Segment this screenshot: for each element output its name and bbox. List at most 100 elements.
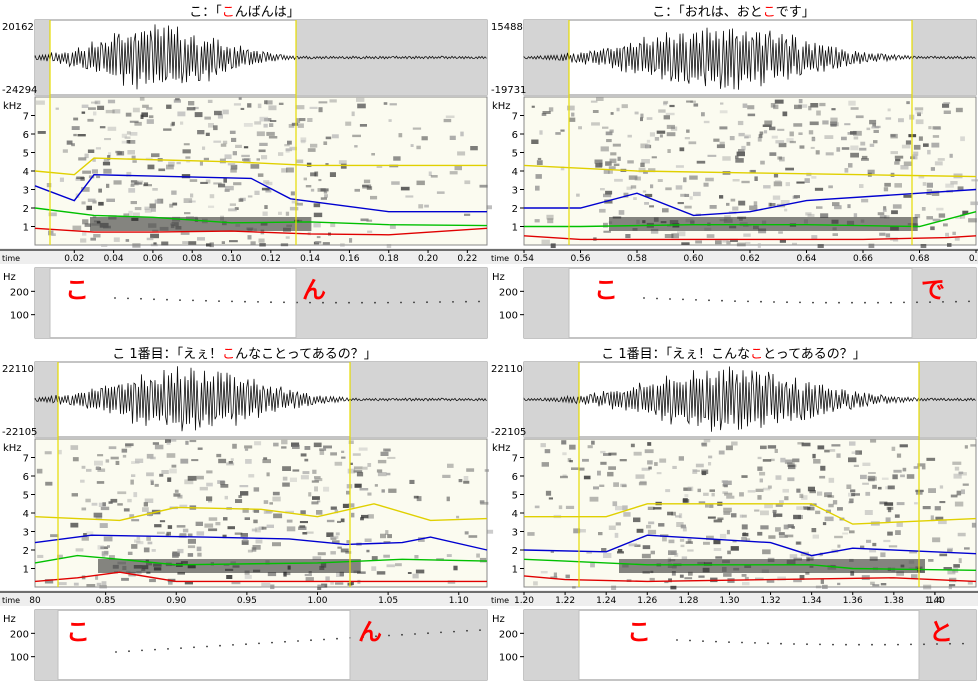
waveform	[34, 366, 487, 432]
spectrogram-cell	[811, 176, 817, 179]
spectrogram-cell	[533, 581, 538, 586]
spectrogram-cell	[750, 169, 756, 174]
spectrogram-cell	[527, 532, 535, 536]
spectrogram-cell	[683, 177, 687, 183]
panel-title-part: こ	[750, 347, 763, 362]
spectrogram-cell	[801, 442, 811, 447]
spectrogram-cell	[314, 486, 318, 492]
spectrogram-cell	[749, 205, 758, 211]
spectrogram-cell	[615, 522, 621, 526]
spectrogram-cell	[861, 155, 868, 159]
spectrogram-cell	[154, 524, 162, 528]
spectrogram-cell	[648, 521, 655, 525]
spectrogram-cell	[159, 520, 166, 523]
spectrogram-cell	[817, 244, 824, 249]
spectrogram-cell	[936, 207, 944, 211]
spectrogram-cell	[244, 445, 253, 449]
spectrogram-cell	[939, 485, 944, 489]
spectrogram-cell	[98, 201, 104, 206]
spectrogram-cell	[809, 121, 819, 126]
spectrogram-cell	[93, 111, 97, 116]
spectrogram-cell	[383, 448, 391, 452]
spectrogram-cell	[340, 548, 349, 553]
spectrogram-cell	[560, 129, 565, 132]
spectrogram-cell	[669, 104, 675, 108]
spectrogram-cell	[364, 538, 372, 542]
spectrogram-cell	[366, 186, 373, 190]
formant-f1-line	[34, 227, 488, 236]
spectrogram-cell	[893, 469, 902, 473]
spectrogram-cell	[101, 551, 109, 556]
spectrogram-cell	[383, 102, 388, 105]
spectrogram-cell	[376, 165, 383, 168]
spectrogram-cell	[263, 500, 269, 504]
spectrogram-cell	[850, 571, 855, 576]
spectrogram-cell	[678, 456, 684, 461]
spectrogram-cell	[684, 193, 690, 197]
pitch-dot	[910, 643, 912, 646]
time-tick-label: 0.95	[237, 596, 257, 606]
spectrogram-cell	[890, 133, 898, 139]
spectrogram-cell	[334, 461, 343, 466]
spectrogram-cell	[853, 213, 858, 218]
spectrogram-cell	[847, 204, 851, 209]
spectrogram-cell	[348, 440, 354, 444]
spectrogram-cell	[106, 198, 115, 202]
spectrogram-cell	[621, 104, 628, 109]
spectrogram-cell	[958, 558, 962, 564]
spectrogram-cell	[820, 213, 829, 218]
spectrogram-cell	[96, 582, 102, 586]
spectrogram-cell	[186, 107, 196, 111]
spectrogram-cell	[458, 479, 463, 483]
pitch-dot	[296, 301, 298, 304]
pitch-frame	[523, 267, 977, 339]
pitch-dot	[825, 301, 827, 304]
spectrogram-cell	[113, 180, 122, 185]
spectrogram-cell	[272, 496, 281, 502]
spectrogram-cell	[180, 121, 184, 125]
pitch-tick-label: 100	[499, 653, 518, 664]
spectrogram-cell	[606, 139, 612, 143]
spectrogram-cell	[254, 121, 262, 125]
spectrogram-cell	[811, 528, 817, 533]
panel-title-part: こ：「おれは、おと	[652, 5, 763, 20]
spectrogram-cell	[605, 131, 613, 136]
spectrogram-cell	[206, 482, 213, 487]
low-frequency-energy	[619, 559, 925, 573]
spectrogram-cell	[339, 571, 344, 577]
pitch-unselected-left	[35, 610, 58, 680]
spectrogram-cell	[785, 182, 790, 187]
syllable-label-2: ん	[302, 276, 326, 304]
spectrogram-cell	[94, 460, 103, 466]
spectrogram-cell	[664, 580, 669, 584]
spectrogram-cell	[695, 240, 702, 244]
syllable-label-1: こ	[66, 618, 90, 646]
spectrogram-cell	[263, 457, 268, 460]
spectrogram-cell	[165, 439, 171, 443]
pitch-dot	[669, 298, 671, 300]
pitch-dot	[322, 301, 324, 304]
time-tick-label: 0.14	[300, 254, 320, 264]
spectrogram-cell	[158, 168, 166, 172]
pitch-dot	[695, 299, 697, 301]
spectrogram-cell	[446, 554, 452, 557]
spectrogram-cell	[310, 143, 318, 148]
spectrogram-cell	[681, 556, 688, 560]
spectrogram-cell	[424, 204, 429, 208]
spectrogram-cell	[190, 193, 194, 198]
spectrogram-cell	[131, 461, 140, 464]
spectrogram-cell	[592, 110, 599, 113]
spectrogram-cell	[302, 532, 308, 535]
pitch-dot	[890, 301, 892, 304]
spectrogram-cell	[701, 442, 708, 447]
pitch-unselected-right	[296, 268, 487, 338]
spectrogram-cell	[101, 554, 106, 559]
spectrogram-cell	[783, 524, 789, 530]
spectrogram-cell	[148, 115, 154, 119]
spectrogram-cell	[723, 507, 732, 513]
spectrogram-cell	[539, 130, 543, 135]
spectrogram-cell	[706, 234, 715, 238]
spectrogram-cell	[484, 469, 489, 472]
spectrogram-cell	[867, 475, 876, 481]
